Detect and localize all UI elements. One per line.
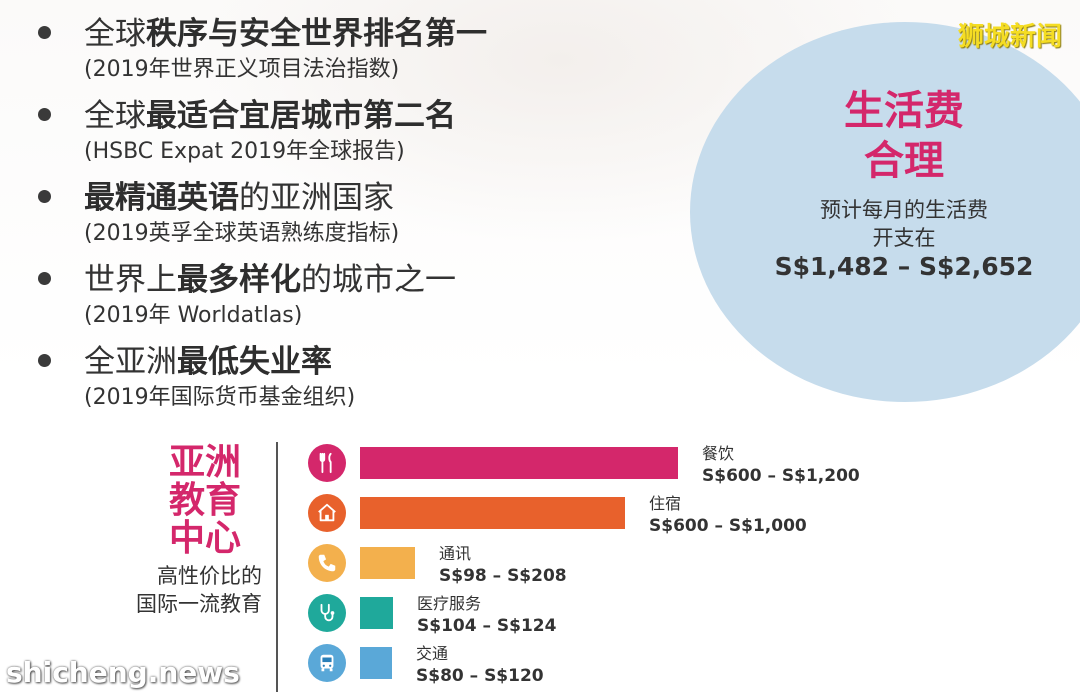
fact-pre: 世界上 — [84, 262, 177, 298]
cost-subtitle-line: 预计每月的生活费 — [820, 198, 988, 222]
fact-bold: 最适合宜居城市第二名 — [146, 98, 456, 134]
fact-bold: 最低失业率 — [177, 344, 332, 380]
fact-text: 世界上最多样化的城市之一 — [84, 258, 456, 302]
fact-bold: 秩序与安全世界排名第一 — [146, 16, 487, 52]
fact-item: 世界上最多样化的城市之一 (2019年 Worldatlas) — [38, 258, 658, 340]
education-title-line: 中心 — [168, 518, 241, 559]
cost-subtitle-line: 开支在 — [872, 226, 936, 250]
bar-2 — [360, 497, 625, 529]
value-label: S$80 – S$120 — [416, 666, 544, 686]
watermark-bottom: shicheng.news — [6, 656, 240, 689]
education-subtitle-line: 国际一流教育 — [136, 592, 262, 616]
fact-text: 最精通英语的亚洲国家 — [84, 176, 394, 220]
bar-1 — [360, 447, 678, 479]
fact-source: (2019年国际货币基金组织) — [84, 385, 356, 410]
education-title-line: 亚洲 — [168, 442, 241, 483]
cost-range: S$1,482 – S$2,652 — [774, 252, 1034, 281]
fact-source: (2019年世界正义项目法治指数) — [84, 57, 400, 82]
phone-icon — [308, 544, 346, 582]
bar-4 — [360, 597, 393, 629]
fact-pre: 全亚洲 — [84, 344, 177, 380]
bullet-icon — [38, 190, 51, 203]
value-label: S$104 – S$124 — [417, 616, 557, 636]
category-label: 交通 — [416, 644, 448, 663]
category-label: 餐饮 — [702, 444, 734, 463]
fact-post: 的城市之一 — [301, 262, 456, 298]
value-label: S$98 – S$208 — [439, 566, 567, 586]
fact-source: (2019英孚全球英语熟练度指标) — [84, 221, 400, 246]
bullet-icon — [38, 108, 51, 121]
fact-pre: 全球 — [84, 98, 146, 134]
stethoscope-icon — [308, 594, 346, 632]
house-icon — [308, 494, 346, 532]
watermark-top: 狮城新闻 — [958, 22, 1063, 52]
fact-text: 全亚洲最低失业率 — [84, 340, 332, 384]
fact-post: 的亚洲国家 — [239, 180, 394, 216]
education-title-line: 教育 — [168, 480, 241, 521]
bar-5 — [360, 647, 392, 679]
category-label: 医疗服务 — [417, 594, 481, 613]
category-label: 住宿 — [649, 494, 681, 513]
education-subtitle-line: 高性价比的 — [157, 564, 262, 588]
fact-pre: 全球 — [84, 16, 146, 52]
fact-bold: 最多样化 — [177, 262, 301, 298]
cost-circle — [690, 22, 1080, 402]
fact-source: (2019年 Worldatlas) — [84, 303, 303, 328]
cost-subtitle: 预计每月的生活费 开支在 — [780, 196, 1028, 252]
fact-item: 全亚洲最低失业率 (2019年国际货币基金组织) — [38, 340, 658, 422]
education-title: 亚洲 教育 中心 — [150, 444, 260, 558]
fact-item: 全球秩序与安全世界排名第一 (2019年世界正义项目法治指数) — [38, 12, 658, 94]
bullet-icon — [38, 272, 51, 285]
bar-3 — [360, 547, 415, 579]
cost-title-line: 生活费 — [844, 88, 964, 134]
bus-icon — [308, 644, 346, 682]
divider — [276, 442, 278, 692]
cost-title: 生活费 合理 — [780, 86, 1028, 186]
value-label: S$600 – S$1,200 — [702, 466, 860, 486]
fact-text: 全球最适合宜居城市第二名 — [84, 94, 456, 138]
fact-item: 全球最适合宜居城市第二名 (HSBC Expat 2019年全球报告) — [38, 94, 658, 176]
fork-knife-icon — [308, 444, 346, 482]
bullet-icon — [38, 26, 51, 39]
category-label: 通讯 — [439, 544, 471, 563]
bullet-icon — [38, 354, 51, 367]
fact-source: (HSBC Expat 2019年全球报告) — [84, 139, 405, 164]
fact-text: 全球秩序与安全世界排名第一 — [84, 12, 487, 56]
fact-bold: 最精通英语 — [84, 180, 239, 216]
facts-list: 全球秩序与安全世界排名第一 (2019年世界正义项目法治指数) 全球最适合宜居城… — [38, 12, 658, 422]
value-label: S$600 – S$1,000 — [649, 516, 807, 536]
fact-item: 最精通英语的亚洲国家 (2019英孚全球英语熟练度指标) — [38, 176, 658, 258]
cost-title-line: 合理 — [864, 138, 944, 184]
education-subtitle: 高性价比的 国际一流教育 — [92, 562, 262, 618]
